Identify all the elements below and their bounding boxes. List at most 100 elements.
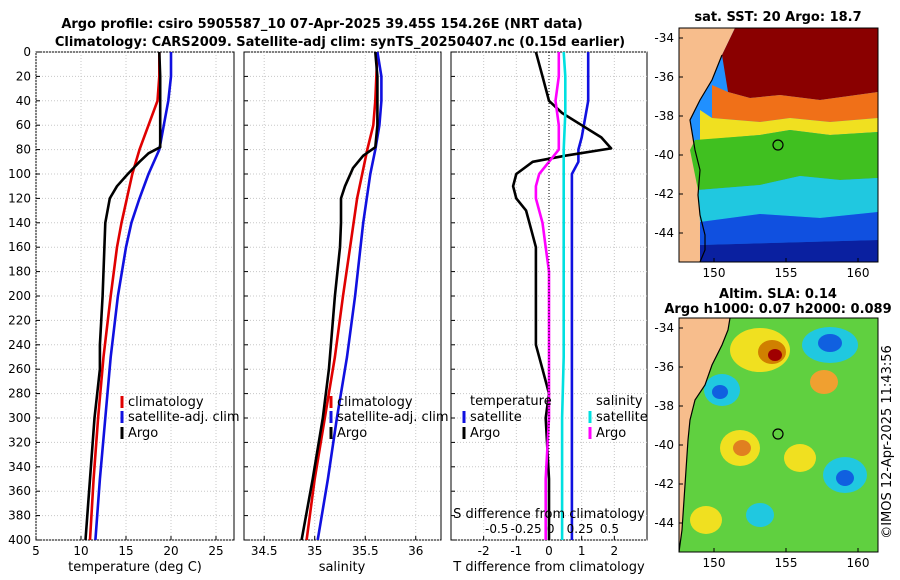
difference-legend: temperature satellite Argo salinity sate…: [462, 394, 648, 441]
s-difference-label: S difference from climatology: [453, 507, 645, 522]
temperature-xlabel: temperature (deg C): [68, 560, 202, 575]
map-ytick-label: -42: [654, 477, 674, 491]
difference-xtick-label: 0: [545, 544, 553, 558]
legend-label-s-satellite: satellite: [596, 410, 648, 425]
temperature-series-climatology: [88, 52, 161, 540]
salinity-xtick-label: 35: [307, 544, 322, 558]
map-xtick-label: 150: [703, 556, 726, 570]
s-diff-tick-label: 0.25: [567, 522, 594, 536]
map-ytick-label: -36: [654, 360, 674, 374]
map-xtick-label: 160: [847, 266, 870, 280]
sst-warm-core: [722, 28, 878, 100]
sla-map-frame: [678, 317, 879, 553]
depth-tick-label: 40: [16, 94, 31, 108]
temperature-grid: [35, 51, 234, 541]
depth-tick-label: 0: [23, 45, 31, 59]
depth-tick-label: 400: [8, 533, 31, 547]
depth-tick-label: 140: [8, 216, 31, 230]
temperature-series-argo: [84, 52, 162, 540]
sla-map-subtitle: Argo h1000: 0.07 h2000: 0.089: [664, 302, 891, 317]
depth-tick-label: 280: [8, 387, 31, 401]
difference-series-t-satellite: [570, 52, 590, 540]
difference-xlabel: T difference from climatology: [452, 560, 645, 575]
salinity-lines: [300, 52, 383, 540]
legend-label-satellite: satellite-adj. clim: [337, 410, 449, 425]
depth-axis-ticks: 0 20 40 60 80 100 120 140 160 180 200 220 240 260 280 3…: [8, 45, 455, 547]
depth-tick-label: 380: [8, 509, 31, 523]
legend-label-satellite: satellite-adj. clim: [128, 410, 240, 425]
salinity-series-argo: [300, 52, 379, 540]
legend-label-t-satellite: satellite: [470, 410, 522, 425]
sst-green-band: [690, 130, 878, 190]
sla-map-title: Altim. SLA: 0.14: [719, 287, 837, 302]
map-ytick-label: -44: [654, 516, 674, 530]
sla-orange-east: [810, 370, 838, 394]
figure-title-line2: Climatology: CARS2009. Satellite-adj cli…: [55, 35, 625, 50]
legend-label-argo: Argo: [337, 426, 367, 441]
sst-coastline: [689, 54, 723, 262]
sla-orange-south: [733, 440, 751, 456]
map-ytick-label: -42: [654, 187, 674, 201]
legend-label-climatology: climatology: [337, 395, 413, 410]
s-diff-tick-label: 0: [547, 522, 555, 536]
salinity-series-satellite-adj-clim: [316, 52, 383, 540]
depth-tick-label: 180: [8, 265, 31, 279]
salinity-xtick-label: 35.5: [352, 544, 379, 558]
sst-map: [679, 28, 878, 262]
depth-tick-label: 20: [16, 69, 31, 83]
salinity-xtick-label: 34.5: [251, 544, 278, 558]
depth-tick-label: 340: [8, 460, 31, 474]
sst-cyan-band: [698, 176, 878, 222]
legend-title-temperature: temperature: [470, 394, 552, 409]
sla-cold-eddy: [818, 334, 842, 352]
salinity-xlabel: salinity: [319, 560, 366, 575]
sst-map-title: sat. SST: 20 Argo: 18.7: [694, 10, 861, 25]
depth-tick-label: 220: [8, 313, 31, 327]
sla-warm-core: [768, 349, 782, 361]
salinity-grid: [244, 51, 441, 541]
depth-tick-label: 320: [8, 435, 31, 449]
map-ytick-label: -38: [654, 109, 674, 123]
temperature-xtick-label: 20: [163, 544, 178, 558]
temperature-xtick-label: 15: [118, 544, 133, 558]
sla-map: [679, 318, 878, 552]
sst-map-frame: [678, 27, 879, 263]
temperature-lines: [84, 52, 173, 540]
temperature-xtick-label: 5: [32, 544, 40, 558]
sla-land: [679, 318, 730, 552]
figure-title-line1: Argo profile: csiro 5905587_10 07-Apr-20…: [61, 17, 582, 32]
sst-yellow-band: [700, 110, 878, 140]
depth-tick-label: 260: [8, 362, 31, 376]
difference-lines: [511, 52, 613, 540]
depth-tick-label: 120: [8, 191, 31, 205]
map-ytick-label: -36: [654, 70, 674, 84]
temperature-xtick-label: 25: [208, 544, 223, 558]
s-diff-tick-label: -0.5: [485, 522, 508, 536]
s-diff-tick-label: -0.25: [511, 522, 542, 536]
depth-tick-label: 160: [8, 240, 31, 254]
depth-tick-label: 100: [8, 167, 31, 181]
map-ytick-label: -38: [654, 399, 674, 413]
depth-tick-label: 360: [8, 484, 31, 498]
map-ytick-label: -40: [654, 148, 674, 162]
map-ytick-label: -44: [654, 226, 674, 240]
sla-cold-south: [836, 470, 854, 486]
salinity-xtick-label: 36: [408, 544, 423, 558]
sla-cyan-sw: [746, 503, 774, 527]
salinity-series-climatology: [305, 52, 379, 540]
sla-argo-marker: [772, 428, 784, 440]
depth-tick-label: 60: [16, 118, 31, 132]
x-axis-ticks: 5 10 15 20 25 34.5 35 35.5 36 -2 -1 0 1 2-0.5 -0.25 0 0.…: [32, 522, 619, 558]
legend-label-t-argo: Argo: [470, 426, 500, 441]
difference-xtick-label: -1: [510, 544, 522, 558]
sst-orange-band: [712, 85, 878, 122]
sla-yellow-mid: [784, 444, 816, 472]
map-ytick-label: -34: [654, 31, 674, 45]
depth-tick-label: 200: [8, 289, 31, 303]
difference-xtick-label: 1: [578, 544, 586, 558]
sla-cold-west: [712, 385, 728, 399]
temperature-series-satellite-adj-clim: [94, 52, 173, 540]
s-diff-tick-label: 0.5: [600, 522, 619, 536]
sst-argo-marker: [772, 139, 784, 151]
